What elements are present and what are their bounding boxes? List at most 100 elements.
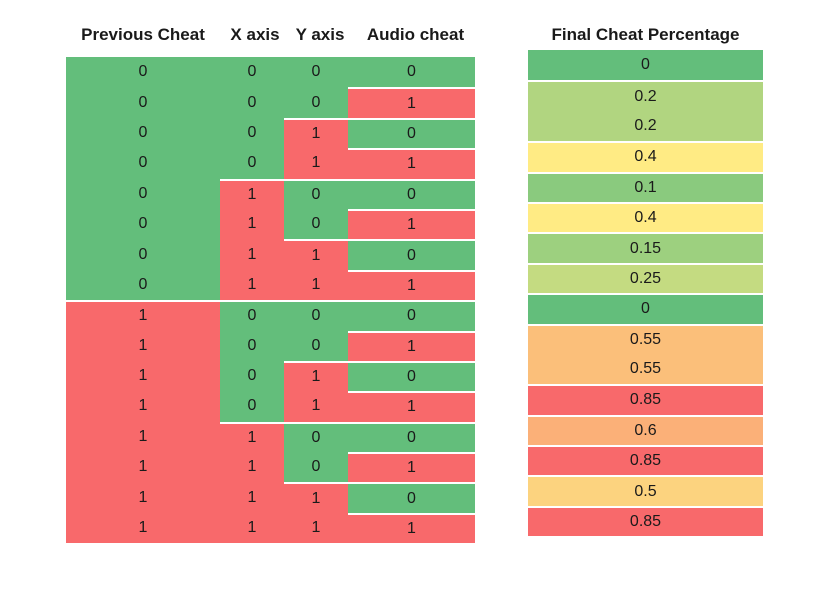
cell-x-axis: 0 — [220, 117, 284, 149]
cell-y-axis: 1 — [284, 148, 348, 179]
header-previous-cheat: Previous Cheat — [81, 25, 205, 44]
cell-previous-cheat: 0 — [66, 57, 220, 88]
cell-x-axis: 0 — [220, 300, 284, 331]
cell-y-axis: 1 — [284, 360, 348, 392]
cell-previous-cheat: 1 — [66, 512, 220, 544]
cell-x-axis: 1 — [220, 452, 284, 483]
final-cheat-value: 0.4 — [528, 201, 763, 233]
cell-y-axis: 1 — [284, 482, 348, 513]
cell-previous-cheat: 0 — [66, 178, 220, 209]
header-audio-cheat: Audio cheat — [366, 25, 465, 44]
final-cheat-value: 0 — [528, 293, 763, 324]
cell-y-axis: 0 — [284, 87, 348, 118]
header-x-axis: X axis — [230, 25, 280, 44]
cell-x-axis: 0 — [220, 57, 284, 88]
list-item: 0.85 — [528, 505, 763, 537]
cell-y-axis: 1 — [284, 391, 348, 422]
final-cheat-value: 0.6 — [528, 414, 763, 446]
cell-audio-cheat: 1 — [348, 148, 475, 179]
cell-audio-cheat: 1 — [348, 208, 475, 240]
cell-x-axis: 1 — [220, 269, 284, 301]
final-cheat-value: 0.55 — [528, 323, 763, 354]
cell-audio-cheat: 0 — [348, 482, 475, 513]
cell-previous-cheat: 1 — [66, 360, 220, 392]
cell-y-axis: 1 — [284, 239, 348, 270]
cell-x-axis: 0 — [220, 330, 284, 361]
final-cheat-column: 0 0.2 0.2 0.4 0.1 0.4 0.15 0.25 0 0.55 0.55 0.85 0.6… — [528, 50, 763, 537]
cell-audio-cheat: 1 — [348, 512, 475, 544]
cell-x-axis: 1 — [220, 208, 284, 240]
list-item: 0.4 — [528, 141, 763, 172]
cell-x-axis: 0 — [220, 87, 284, 118]
final-cheat-value: 0.15 — [528, 232, 763, 263]
cell-audio-cheat: 0 — [348, 239, 475, 270]
cell-audio-cheat: 0 — [348, 117, 475, 149]
list-item: 0.25 — [528, 262, 763, 294]
list-item: 0.85 — [528, 445, 763, 476]
cell-audio-cheat: 0 — [348, 360, 475, 392]
cell-x-axis: 1 — [220, 482, 284, 513]
cell-previous-cheat: 0 — [66, 148, 220, 179]
list-item: 0 — [528, 50, 763, 81]
final-cheat-value: 0.1 — [528, 171, 763, 202]
cell-audio-cheat: 1 — [348, 87, 475, 118]
cell-y-axis: 0 — [284, 452, 348, 483]
cell-y-axis: 1 — [284, 117, 348, 149]
cell-previous-cheat: 1 — [66, 330, 220, 361]
list-item: 0.2 — [528, 80, 763, 111]
cell-y-axis: 1 — [284, 512, 348, 544]
cell-y-axis: 0 — [284, 421, 348, 453]
header-y-axis: Y axis — [295, 25, 345, 44]
list-item: 0.1 — [528, 171, 763, 202]
cell-x-axis: 1 — [220, 512, 284, 544]
cell-x-axis: 1 — [220, 421, 284, 453]
final-cheat-value: 0.55 — [528, 353, 763, 385]
cell-audio-cheat: 0 — [348, 421, 475, 453]
cell-previous-cheat: 1 — [66, 391, 220, 422]
final-cheat-value: 0.85 — [528, 445, 763, 476]
cell-previous-cheat: 1 — [66, 421, 220, 453]
cell-x-axis: 1 — [220, 239, 284, 270]
cell-previous-cheat: 0 — [66, 208, 220, 240]
final-cheat-value: 0.2 — [528, 110, 763, 142]
cell-previous-cheat: 1 — [66, 482, 220, 513]
final-cheat-value: 0.2 — [528, 80, 763, 111]
list-item: 0.85 — [528, 384, 763, 415]
cell-audio-cheat: 1 — [348, 391, 475, 422]
cell-y-axis: 0 — [284, 178, 348, 209]
cell-previous-cheat: 0 — [66, 87, 220, 118]
cell-x-axis: 0 — [220, 360, 284, 392]
final-cheat-value: 0.85 — [528, 505, 763, 537]
cell-x-axis: 1 — [220, 178, 284, 209]
final-cheat-value: 0.4 — [528, 141, 763, 172]
list-item: 0.2 — [528, 110, 763, 142]
cell-y-axis: 0 — [284, 57, 348, 88]
cell-x-axis: 0 — [220, 148, 284, 179]
cell-audio-cheat: 1 — [348, 452, 475, 483]
cell-previous-cheat: 0 — [66, 239, 220, 270]
final-cheat-value: 0 — [528, 50, 763, 81]
cell-x-axis: 0 — [220, 391, 284, 422]
list-item: 0.4 — [528, 201, 763, 233]
header-final-cheat-percentage: Final Cheat Percentage — [551, 25, 740, 44]
cell-previous-cheat: 1 — [66, 300, 220, 331]
final-cheat-value: 0.25 — [528, 262, 763, 294]
cell-audio-cheat: 0 — [348, 178, 475, 209]
list-item: 0.6 — [528, 414, 763, 446]
